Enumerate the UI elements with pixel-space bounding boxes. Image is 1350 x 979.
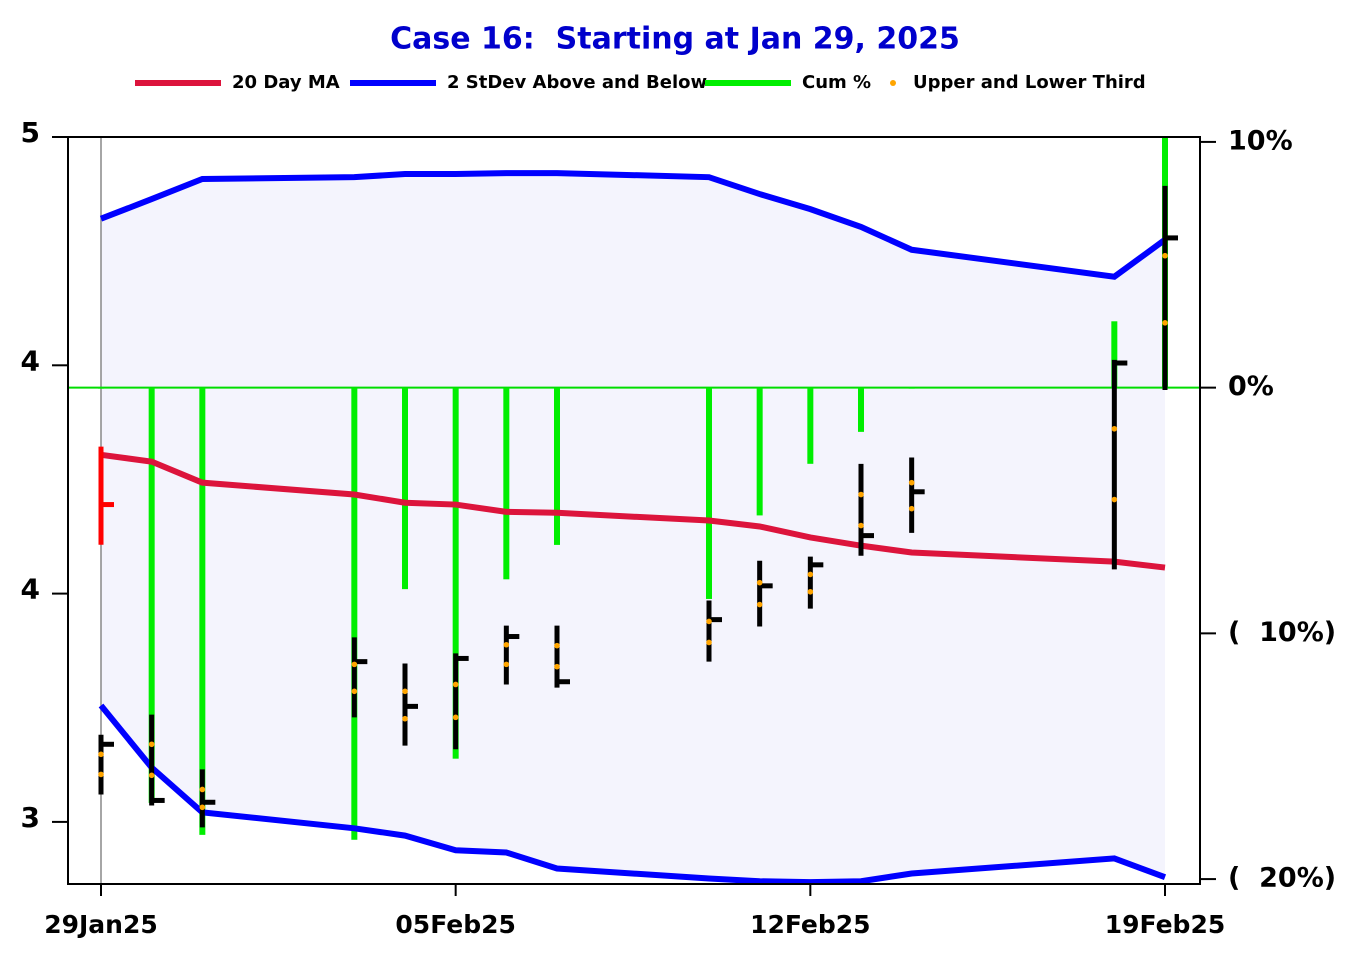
third-dot [807,588,814,595]
y2-tick-label: ( 20%) [1228,863,1336,894]
third-dot [351,661,358,668]
legend-swatch [890,80,896,86]
legend: 20 Day MA 2 StDev Above and Below Cum % Upp… [135,72,1146,93]
third-dot [199,786,206,793]
x-tick-label: 29Jan25 [44,910,158,939]
cum-bar [858,387,864,432]
cum-bar [351,387,358,840]
cum-bar [402,387,408,590]
y-tick-label: 4 [21,573,40,606]
third-dot [351,688,358,695]
y-tick-label: 5 [21,116,40,149]
third-dot [402,688,408,695]
third-dot [858,491,864,498]
cum-bar [1111,321,1118,388]
third-dot [706,639,712,646]
y-tick-label: 4 [21,344,40,377]
third-dot [858,522,864,529]
third-dot [98,771,104,778]
third-dot [1111,425,1118,432]
chart-title: Case 16: Starting at Jan 29, 2025 [390,22,960,57]
x-tick-label: 12Feb25 [750,910,871,939]
plot-frame [67,136,1201,885]
third-dot [199,804,206,811]
third-dot [908,479,915,486]
legend-label: 2 StDev Above and Below [447,72,707,93]
ma-line [100,451,1166,571]
y-tick-label: 3 [21,801,40,834]
cum-bar [452,387,459,759]
third-dot [756,579,763,586]
band-fill [101,173,1165,883]
x-tick-label: 05Feb25 [395,910,516,939]
third-dot [908,505,915,512]
third-dot [756,601,763,608]
x-tick-label: 19Feb25 [1105,910,1226,939]
y2-tick-label: ( 10%) [1228,617,1336,648]
cum-bar [908,387,915,389]
cum-bar [756,387,763,516]
third-dot [503,661,510,668]
cum-bar [554,387,560,545]
third-dot [148,741,155,748]
cum-bar [98,387,104,389]
y2-tick-label: 0% [1228,371,1274,402]
plot-area [68,137,1200,884]
third-dot [807,571,814,578]
third-dot [148,772,155,779]
third-dot [554,663,560,670]
third-dot [1111,496,1118,503]
third-dot [452,714,459,721]
legend-label: Upper and Lower Third [913,72,1146,93]
axes: 5 4 4 3 10% 0% ( 10%) ( 20%) 29Jan25 05Feb25 12Feb… [21,116,1337,939]
third-dot [503,641,510,648]
third-dot [402,715,408,722]
y2-tick-label: 10% [1228,125,1293,156]
third-dot [706,618,712,625]
legend-label: 20 Day MA [232,72,340,93]
third-dot [98,751,104,758]
third-dot [452,681,459,688]
legend-label: Cum % [802,72,871,93]
third-dot [1162,320,1168,326]
cum-bar [807,387,814,464]
cum-bar [706,387,712,599]
third-dot [1162,252,1168,259]
band-upper [99,170,1167,280]
cum-bar [503,387,510,580]
third-dot [554,642,560,649]
band-lower [98,703,1167,884]
cum-bar [148,387,155,803]
cum-bar [199,387,206,835]
